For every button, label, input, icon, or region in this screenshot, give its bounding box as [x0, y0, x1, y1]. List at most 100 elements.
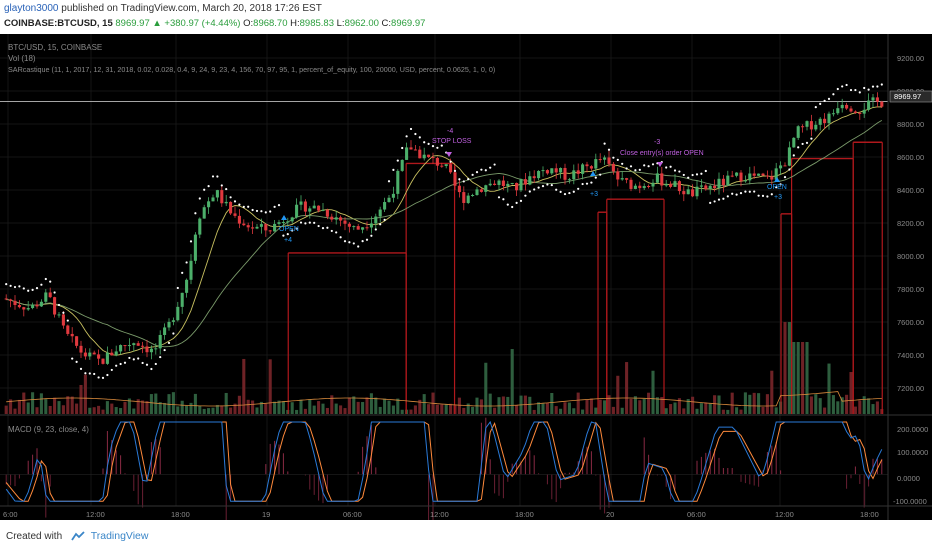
candle-body: [761, 173, 765, 176]
volume-bar: [823, 407, 827, 414]
candle-body: [585, 164, 589, 167]
candle-body: [862, 109, 866, 114]
candle-body: [853, 111, 857, 113]
volume-bar: [559, 408, 563, 414]
volume-bar: [686, 399, 690, 414]
candle-body: [312, 205, 316, 209]
sar-dot: [299, 221, 303, 224]
candle-body: [611, 163, 615, 172]
price-change: ▲ +380.97 (+4.44%): [152, 18, 241, 29]
sar-dot: [717, 198, 721, 201]
footer: Created with TradingView: [0, 520, 932, 550]
sar-dot: [480, 168, 483, 171]
legend-strategy: SARcastique (11, 1, 2017, 12, 31, 2018, …: [8, 65, 495, 74]
author-link[interactable]: glayton3000: [4, 3, 59, 14]
volume-bar: [655, 397, 659, 414]
close-label: C:: [381, 18, 392, 29]
volume-bar: [691, 396, 695, 414]
sar-dot: [264, 211, 267, 214]
candle-body: [325, 209, 329, 217]
sar-dot: [431, 145, 435, 148]
candle-body: [189, 260, 193, 280]
sar-dot: [348, 241, 351, 244]
volume-bar: [572, 408, 576, 414]
price-tick: 7400.00: [897, 351, 924, 360]
volume-bar: [264, 403, 268, 414]
candle-body: [880, 101, 884, 107]
high-label: H:: [290, 18, 300, 29]
volume-bar: [48, 405, 52, 414]
sar-dot: [814, 106, 817, 109]
publish-header: glayton3000 published on TradingView.com…: [0, 0, 932, 34]
sar-dot: [5, 283, 8, 286]
sar-dot: [313, 221, 316, 224]
volume-bar: [647, 392, 651, 414]
volume-bar: [616, 375, 620, 414]
candle-body: [792, 137, 796, 148]
candle-body: [427, 154, 431, 158]
candle-body: [858, 112, 862, 114]
sar-dot: [484, 169, 487, 172]
candle-body: [237, 215, 241, 224]
candle-body: [53, 297, 57, 315]
candle-body: [290, 217, 294, 222]
candle-body: [185, 279, 189, 293]
candle-body: [510, 182, 514, 184]
price-axis[interactable]: 9200.00 9000.00 8800.00 8600.00 8400.00 …: [889, 54, 932, 393]
candle-body: [466, 195, 470, 203]
candle-body: [506, 183, 510, 187]
volume-bar: [185, 405, 189, 414]
volume-bar: [141, 400, 145, 414]
candle-body: [783, 165, 787, 167]
sar-dot: [599, 173, 602, 176]
candle-body: [277, 222, 281, 224]
price-tick: 8600.00: [897, 153, 924, 162]
sar-dot: [849, 88, 853, 92]
volume-bar: [343, 408, 347, 414]
volume-bar: [97, 405, 101, 414]
candle-body: [167, 321, 171, 328]
sar-dot: [181, 271, 184, 274]
volume-bar: [352, 396, 356, 414]
candle-body: [739, 172, 743, 182]
candle-body: [31, 304, 35, 309]
sar-dot: [748, 190, 751, 193]
time-axis[interactable]: 6:00 12:00 18:00 19 06:00 12:00 18:00 20…: [3, 510, 879, 519]
candle-body: [79, 345, 83, 353]
chart-canvas[interactable]: -4 STOP LOSS -3 Close entry(s) order OPE…: [0, 34, 932, 550]
price-tick: 9200.00: [897, 54, 924, 63]
time-tick: 18:00: [860, 510, 879, 519]
tradingview-brand-link[interactable]: TradingView: [90, 530, 149, 542]
candle-body: [484, 185, 488, 192]
sar-dot: [722, 197, 725, 200]
candle-body: [695, 186, 699, 197]
sar-dot: [35, 287, 39, 290]
volume-bar: [528, 396, 532, 414]
sar-dot: [436, 146, 439, 149]
volume-bar: [752, 392, 756, 414]
candle-body: [743, 180, 747, 182]
sar-dot: [286, 233, 289, 236]
candle-body: [867, 100, 871, 110]
sar-dot: [550, 183, 553, 187]
sar-dot: [291, 229, 294, 232]
volume-bar: [180, 400, 184, 414]
sar-dot: [101, 376, 105, 379]
publish-line: glayton3000 published on TradingView.com…: [4, 3, 322, 14]
volume-bar: [774, 407, 778, 414]
candle-body: [299, 201, 303, 205]
sar-dot: [176, 286, 179, 290]
sar-dot: [546, 183, 549, 186]
sar-dot: [695, 173, 699, 176]
candle-body: [638, 185, 642, 189]
candle-body: [405, 147, 409, 160]
candle-body: [127, 345, 131, 347]
volume-bar: [193, 393, 197, 414]
volume-bar: [361, 402, 365, 414]
chart-area[interactable]: -4 STOP LOSS -3 Close entry(s) order OPE…: [0, 34, 932, 550]
volume-bar: [633, 396, 637, 414]
sar-dot: [40, 283, 43, 286]
sar-dot: [731, 192, 734, 195]
volume-bar: [625, 362, 629, 414]
volume-bar: [418, 399, 422, 414]
